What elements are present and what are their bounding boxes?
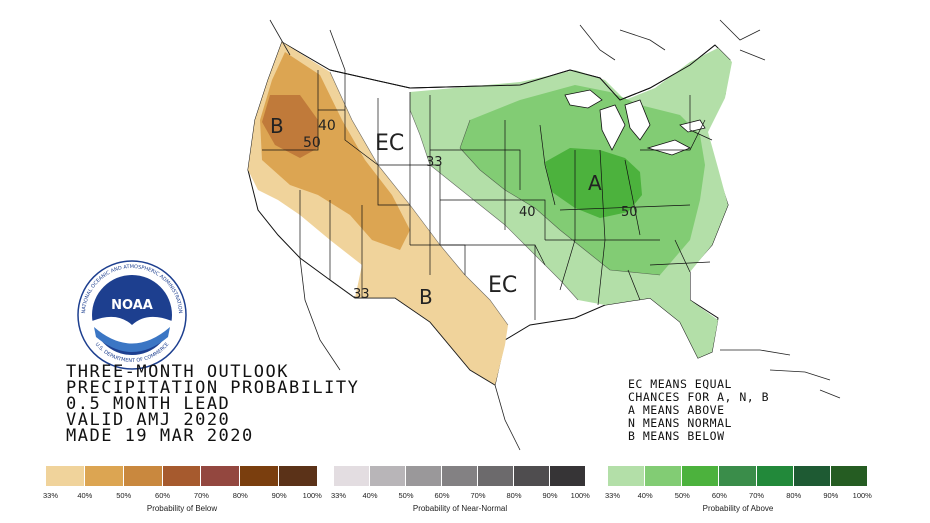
above-swatch-6 [830, 466, 868, 486]
above-swatch-5 [793, 466, 831, 486]
below-swatch-3 [162, 466, 202, 486]
above-50-region [545, 148, 642, 218]
below-tick-2: 50% [116, 491, 132, 500]
title-line-3: 0.5 MONTH LEAD [66, 394, 231, 414]
normal-swatch-0 [334, 466, 370, 486]
title-line-5: MADE 19 MAR 2020 [66, 426, 254, 446]
below-swatch-2 [123, 466, 163, 486]
scale-below: 33% 40% 50% 60% 70% 80% 90% 100% Probability of… [42, 466, 322, 513]
legend-note-line-5: B MEANS BELOW [628, 429, 725, 443]
above-tick-2: 50% [674, 491, 690, 500]
above-swatch-1 [645, 466, 683, 486]
normal-swatch-1 [370, 466, 406, 486]
below-swatch-5 [240, 466, 280, 486]
normal-swatch-2 [406, 466, 442, 486]
normal-swatch-3 [442, 466, 478, 486]
below-swatch-6 [279, 466, 318, 486]
below-50-region [262, 95, 318, 158]
normal-tick-3: 60% [434, 491, 450, 500]
below-swatch-1 [84, 466, 124, 486]
normal-swatch-4 [478, 466, 514, 486]
label-b-west: B [270, 114, 284, 138]
above-tick-6: 90% [823, 491, 839, 500]
label-ec-north: EC [375, 131, 404, 156]
scale-below-caption: Probability of Below [146, 504, 218, 513]
normal-tick-0: 33% [330, 491, 347, 500]
label-50-west: 50 [303, 135, 321, 151]
legend-note-line-4: N MEANS NORMAL [628, 416, 732, 430]
label-40-west: 40 [318, 118, 336, 134]
legend-note-line-1: EC MEANS EQUAL [628, 377, 732, 391]
label-ec-south: EC [488, 273, 517, 298]
canada-border [329, 44, 716, 101]
state-borders [262, 70, 713, 320]
title-line-1: THREE-MONTH OUTLOOK [66, 362, 289, 382]
below-tick-1: 40% [77, 491, 93, 500]
normal-tick-7: 100% [570, 491, 590, 500]
normal-swatch-5 [514, 466, 550, 486]
great-lakes [564, 89, 706, 156]
below-tick-3: 60% [155, 491, 171, 500]
normal-tick-6: 90% [542, 491, 558, 500]
above-swatch-2 [682, 466, 720, 486]
above-swatch-0 [608, 466, 646, 486]
legend-note: EC MEANS EQUAL CHANCES FOR A, N, B A MEA… [628, 378, 858, 443]
below-tick-0: 33% [42, 491, 59, 500]
below-tick-5: 80% [232, 491, 248, 500]
below-tick-4: 70% [193, 491, 209, 500]
above-swatch-4 [756, 466, 794, 486]
label-33-plains: 33 [426, 155, 443, 170]
title-line-4: VALID AMJ 2020 [66, 410, 231, 430]
probability-contours [329, 71, 661, 326]
scale-normal-caption: Probability of Near-Normal [412, 504, 508, 513]
above-tick-7: 100% [852, 491, 872, 500]
legend-note-line-3: A MEANS ABOVE [628, 403, 725, 417]
label-b-south: B [419, 285, 433, 309]
normal-tick-2: 50% [398, 491, 414, 500]
above-tick-3: 60% [711, 491, 727, 500]
noaa-logo: NOAA NATIONAL OCEANIC AND ATMOSPHERIC AD… [77, 260, 187, 370]
caribbean-islands [720, 349, 841, 399]
label-50-east: 50 [621, 205, 638, 220]
title-line-2: PRECIPITATION PROBABILITY [66, 378, 360, 398]
above-tick-1: 40% [637, 491, 653, 500]
above-tick-0: 33% [604, 491, 621, 500]
below-swatch-0 [46, 466, 85, 486]
label-40-east: 40 [519, 205, 536, 220]
below-tick-6: 90% [271, 491, 287, 500]
scale-above-caption: Probability of Above [702, 504, 774, 513]
above-swatch-3 [719, 466, 757, 486]
normal-tick-4: 70% [470, 491, 486, 500]
label-33-southwest: 33 [353, 287, 370, 302]
scale-above: 33% 40% 50% 60% 70% 80% 90% 100% Probability of… [604, 466, 872, 513]
canada-lines [269, 19, 766, 71]
legend-note-line-2: CHANCES FOR A, N, B [628, 390, 770, 404]
noaa-logo-name: NOAA [111, 298, 153, 313]
normal-tick-1: 40% [362, 491, 378, 500]
normal-swatch-6 [550, 466, 586, 486]
scale-normal: 33% 40% 50% 60% 70% 80% 90% 100% Probability of… [330, 466, 590, 513]
title-block: THREE-MONTH OUTLOOK PRECIPITATION PROBAB… [66, 362, 426, 446]
above-tick-5: 80% [786, 491, 802, 500]
normal-tick-5: 80% [506, 491, 522, 500]
below-swatch-4 [201, 466, 241, 486]
label-a-east: A [588, 171, 602, 195]
below-tick-7: 100% [302, 491, 322, 500]
above-tick-4: 70% [749, 491, 765, 500]
